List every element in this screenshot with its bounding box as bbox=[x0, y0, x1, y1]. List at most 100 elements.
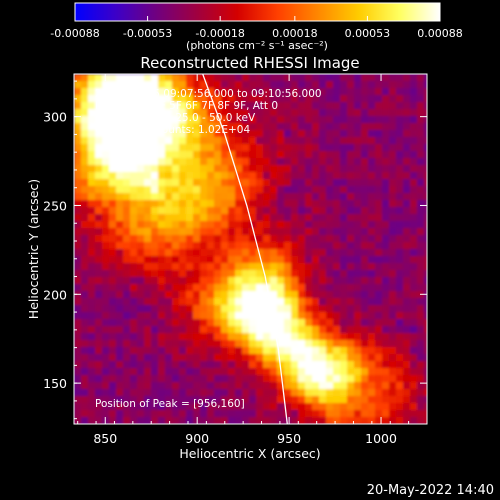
heatmap-pixel bbox=[158, 228, 166, 236]
heatmap-pixel bbox=[235, 130, 243, 138]
heatmap-pixel bbox=[361, 228, 369, 236]
heatmap-pixel bbox=[396, 312, 404, 320]
heatmap-pixel bbox=[375, 389, 383, 397]
heatmap-pixel bbox=[172, 88, 180, 96]
heatmap-pixel bbox=[270, 347, 278, 355]
heatmap-pixel bbox=[284, 186, 292, 194]
heatmap-pixel bbox=[116, 137, 124, 145]
heatmap-pixel bbox=[277, 298, 285, 306]
heatmap-pixel bbox=[179, 165, 187, 173]
heatmap-pixel bbox=[361, 389, 369, 397]
heatmap-pixel bbox=[235, 158, 243, 166]
heatmap-pixel bbox=[109, 361, 117, 369]
heatmap-pixel bbox=[403, 186, 411, 194]
heatmap-pixel bbox=[214, 242, 222, 250]
chart-title: Reconstructed RHESSI Image bbox=[140, 54, 359, 72]
heatmap-pixel bbox=[172, 235, 180, 243]
heatmap-pixel bbox=[116, 193, 124, 201]
heatmap-pixel bbox=[354, 242, 362, 250]
heatmap-pixel bbox=[88, 410, 96, 418]
heatmap-pixel bbox=[116, 109, 124, 117]
colorbar-tick-label: 0.00088 bbox=[417, 27, 463, 40]
heatmap-pixel bbox=[270, 256, 278, 264]
x-tick-label: 1000 bbox=[365, 431, 397, 446]
heatmap-pixel bbox=[326, 249, 334, 257]
heatmap-pixel bbox=[179, 151, 187, 159]
heatmap-pixel bbox=[207, 263, 215, 271]
heatmap-pixel bbox=[249, 81, 257, 89]
heatmap-pixel bbox=[403, 361, 411, 369]
heatmap-pixel bbox=[193, 270, 201, 278]
heatmap-pixel bbox=[214, 256, 222, 264]
heatmap-pixel bbox=[347, 179, 355, 187]
heatmap-pixel bbox=[326, 207, 334, 215]
heatmap-pixel bbox=[417, 403, 425, 411]
heatmap-pixel bbox=[312, 102, 320, 110]
heatmap-pixel bbox=[340, 186, 348, 194]
heatmap-pixel bbox=[424, 102, 427, 110]
heatmap-pixel bbox=[151, 151, 159, 159]
heatmap-pixel bbox=[158, 95, 166, 103]
heatmap-pixel bbox=[200, 382, 208, 390]
heatmap-pixel bbox=[207, 410, 215, 418]
x-tick-label: 850 bbox=[93, 431, 117, 446]
heatmap-pixel bbox=[116, 270, 124, 278]
heatmap-pixel bbox=[319, 403, 327, 411]
heatmap-pixel bbox=[200, 410, 208, 418]
heatmap-pixel bbox=[158, 158, 166, 166]
heatmap-pixel bbox=[207, 417, 215, 424]
heatmap-pixel bbox=[221, 326, 229, 334]
heatmap-pixel bbox=[242, 102, 250, 110]
heatmap-pixel bbox=[109, 417, 117, 424]
heatmap-pixel bbox=[333, 214, 341, 222]
heatmap-pixel bbox=[326, 221, 334, 229]
heatmap-pixel bbox=[305, 186, 313, 194]
heatmap-pixel bbox=[340, 151, 348, 159]
heatmap-pixel bbox=[424, 333, 427, 341]
heatmap-pixel bbox=[123, 403, 131, 411]
heatmap-pixel bbox=[312, 298, 320, 306]
heatmap-pixel bbox=[137, 305, 145, 313]
heatmap-pixel bbox=[298, 158, 306, 166]
heatmap-pixel bbox=[263, 263, 271, 271]
heatmap-pixel bbox=[242, 158, 250, 166]
heatmap-pixel bbox=[270, 228, 278, 236]
heatmap-pixel bbox=[333, 172, 341, 180]
heatmap-pixel bbox=[193, 319, 201, 327]
heatmap-pixel bbox=[382, 256, 390, 264]
heatmap-pixel bbox=[200, 207, 208, 215]
heatmap-pixel bbox=[382, 277, 390, 285]
heatmap-pixel bbox=[130, 298, 138, 306]
heatmap-pixel bbox=[81, 326, 89, 334]
heatmap-pixel bbox=[389, 165, 397, 173]
heatmap-pixel bbox=[375, 123, 383, 131]
heatmap-pixel bbox=[410, 179, 418, 187]
heatmap-pixel bbox=[151, 165, 159, 173]
heatmap-pixel bbox=[200, 403, 208, 411]
heatmap-pixel bbox=[123, 221, 131, 229]
colorbar-tick-label: -0.00018 bbox=[195, 27, 244, 40]
heatmap-pixel bbox=[81, 319, 89, 327]
heatmap-pixel bbox=[102, 333, 110, 341]
heatmap-pixel bbox=[361, 116, 369, 124]
heatmap-pixel bbox=[389, 116, 397, 124]
heatmap-pixel bbox=[396, 270, 404, 278]
heatmap-pixel bbox=[368, 88, 376, 96]
heatmap-pixel bbox=[116, 326, 124, 334]
heatmap-pixel bbox=[179, 368, 187, 376]
heatmap-pixel bbox=[242, 249, 250, 257]
heatmap-pixel bbox=[172, 116, 180, 124]
heatmap-pixel bbox=[354, 326, 362, 334]
heatmap-pixel bbox=[284, 256, 292, 264]
heatmap-pixel bbox=[340, 354, 348, 362]
heatmap-pixel bbox=[109, 193, 117, 201]
heatmap-pixel bbox=[256, 319, 264, 327]
heatmap-pixel bbox=[410, 277, 418, 285]
heatmap-pixel bbox=[88, 242, 96, 250]
heatmap-pixel bbox=[284, 214, 292, 222]
heatmap-pixel bbox=[158, 319, 166, 327]
heatmap-pixel bbox=[263, 319, 271, 327]
heatmap-pixel bbox=[193, 165, 201, 173]
heatmap-pixel bbox=[361, 291, 369, 299]
heatmap-pixel bbox=[249, 417, 257, 424]
